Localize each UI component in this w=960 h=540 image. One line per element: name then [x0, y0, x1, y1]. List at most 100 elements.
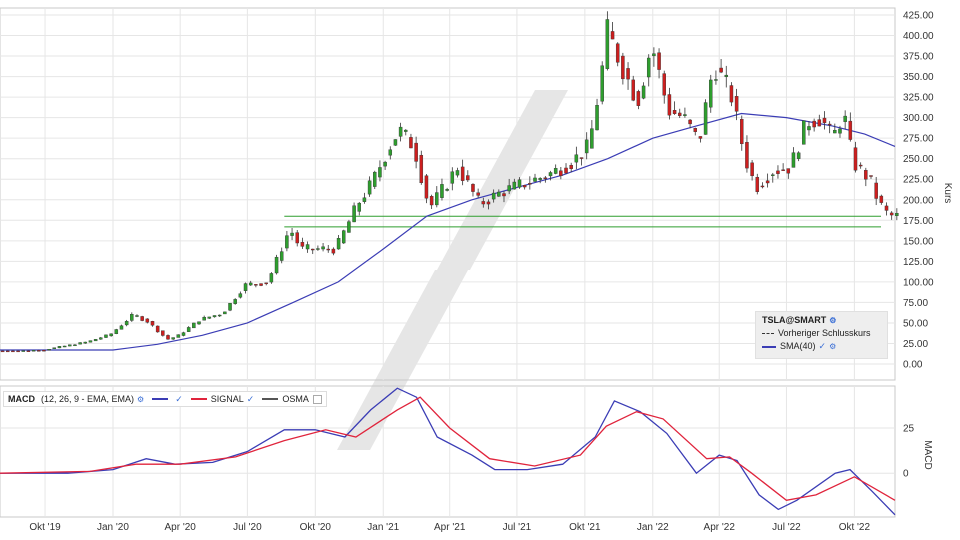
candle — [491, 189, 496, 203]
signal-line-swatch-icon — [190, 398, 207, 400]
candle-body-down — [502, 193, 506, 197]
candle-body-up — [78, 342, 82, 345]
checkmark-icon[interactable]: ✓ — [818, 341, 827, 351]
candle-body-up — [600, 65, 604, 102]
candle-body-up — [843, 115, 847, 122]
price-y-tick-label: 425.00 — [903, 11, 934, 22]
checkmark-icon[interactable]: ✓ — [246, 393, 255, 404]
candle-body-down — [429, 196, 434, 206]
settings-icon[interactable]: ⚙ — [137, 394, 145, 404]
candle — [853, 141, 858, 173]
candle — [698, 136, 703, 143]
candle-body-up — [512, 181, 517, 190]
candle — [223, 311, 227, 315]
candle-body-up — [404, 129, 408, 132]
candle — [254, 284, 258, 288]
checkmark-icon[interactable]: ✓ — [175, 393, 183, 404]
candle-body-up — [352, 205, 356, 223]
candle — [11, 350, 15, 353]
legend-item-sma[interactable]: SMA(40) ✓ ⚙ — [756, 340, 887, 353]
candle — [884, 202, 889, 216]
candle — [584, 132, 589, 160]
candle-body-up — [233, 299, 237, 304]
candle-body-up — [440, 184, 444, 198]
candle — [104, 334, 108, 339]
candle-body-up — [595, 105, 599, 131]
candle-body-down — [719, 67, 723, 73]
candle — [765, 173, 770, 188]
candle-body-up — [393, 139, 398, 146]
candle-body-down — [879, 195, 884, 203]
candle-body-down — [424, 175, 429, 199]
candle-body-up — [724, 74, 729, 77]
candle — [440, 178, 444, 201]
candle-body-up — [367, 180, 372, 195]
candle — [166, 334, 170, 340]
candle-body-up — [171, 337, 175, 340]
candle — [0, 350, 5, 353]
candle — [559, 166, 563, 180]
settings-icon[interactable]: ⚙ — [829, 342, 837, 351]
candle-body-down — [853, 147, 858, 171]
candle — [243, 282, 248, 294]
candle-body-down — [26, 350, 31, 352]
candle — [37, 349, 41, 352]
macd-y-tick-label: 0 — [903, 469, 909, 480]
candle-body-up — [491, 192, 496, 200]
candle-body-down — [37, 350, 41, 352]
candle — [388, 146, 393, 160]
candle — [362, 192, 367, 204]
candle-body-down — [827, 123, 832, 126]
candle — [414, 136, 418, 169]
price-y-tick-label: 175.00 — [903, 216, 934, 227]
candle — [357, 201, 362, 216]
candle — [734, 88, 739, 121]
candle — [512, 178, 517, 190]
candle — [709, 74, 713, 113]
candle — [212, 315, 217, 318]
price-y-axis-label: Kurs — [942, 183, 953, 204]
checkbox-icon[interactable] — [312, 394, 322, 404]
candle-body-down — [734, 96, 739, 112]
candle-body-up — [357, 202, 362, 212]
price-y-tick-label: 75.00 — [903, 298, 928, 309]
legend-item-prev-close[interactable]: Vorheriger Schlusskurs — [756, 327, 887, 340]
candle — [822, 111, 827, 130]
price-y-tick-label: 100.00 — [903, 277, 934, 288]
candle — [114, 328, 119, 335]
settings-icon[interactable]: ⚙ — [829, 316, 837, 325]
candle — [636, 89, 641, 110]
candle — [626, 62, 630, 90]
price-legend[interactable]: TSLA@SMART ⚙ Vorheriger Schlusskurs SMA(… — [755, 311, 888, 359]
candle — [615, 42, 620, 67]
candle — [16, 350, 20, 353]
candle-body-down — [698, 136, 703, 139]
macd-settings-label: (12, 26, 9 - EMA, EMA) — [41, 394, 135, 404]
candle — [171, 337, 175, 340]
candle-body-down — [786, 168, 791, 174]
candle-body-up — [838, 128, 842, 134]
candle — [869, 175, 873, 179]
candle-body-down — [621, 55, 625, 80]
candle-body-up — [574, 154, 579, 163]
macd-y-axis-label: MACD — [922, 440, 933, 469]
candle-body-up — [388, 149, 393, 156]
candle — [331, 247, 336, 256]
candle-body-up — [383, 161, 387, 167]
candle-body-up — [104, 334, 108, 338]
candle — [336, 234, 341, 250]
osma-legend-label: OSMA — [282, 394, 309, 404]
candle — [750, 160, 754, 181]
candle — [729, 82, 734, 107]
candle-body-up — [202, 316, 206, 321]
candle — [26, 350, 31, 352]
candle-body-down — [667, 94, 672, 116]
candle — [93, 339, 98, 342]
candle — [130, 312, 134, 322]
candle-body-down — [295, 232, 299, 244]
candle — [68, 344, 72, 347]
macd-line-swatch-icon — [152, 398, 169, 400]
price-y-tick-label: 125.00 — [903, 257, 934, 268]
macd-legend[interactable]: MACD (12, 26, 9 - EMA, EMA) ⚙ ✓ SIGNAL ✓… — [3, 391, 327, 407]
candle — [73, 344, 77, 347]
